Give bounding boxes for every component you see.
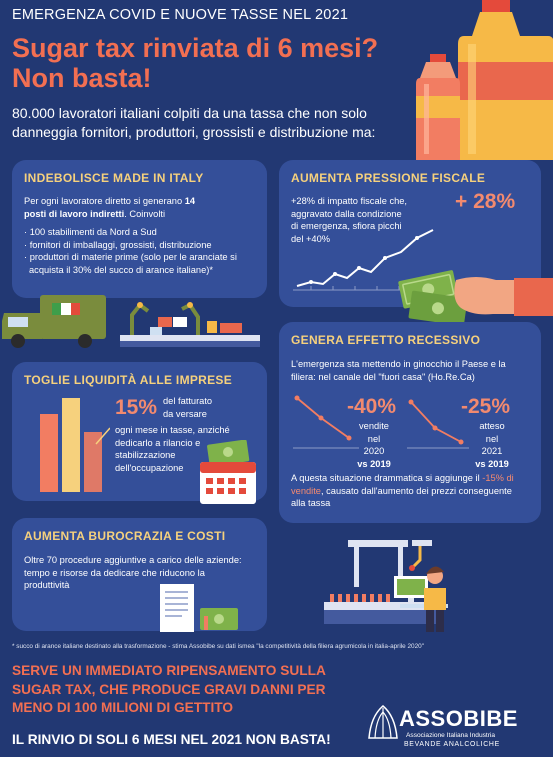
bullet-text: 100 stabilimenti da Nord a Sud — [29, 227, 157, 237]
bottles-illustration — [416, 0, 553, 160]
panel-title: AUMENTA PRESSIONE FISCALE — [291, 171, 486, 185]
stat1-label: vendite nel 2020 vs 2019 — [357, 420, 391, 470]
factory-illustration — [2, 295, 260, 348]
panel-title: GENERA EFFETTO RECESSIVO — [291, 333, 481, 347]
logo-name: ASSOBIBE — [399, 706, 518, 731]
footnote: * succo di arance italiane destinato all… — [12, 643, 424, 650]
panel-title: TOGLIE LIQUIDITÀ ALLE IMPRESE — [24, 373, 233, 387]
made-in-italy-lead: Per ogni lavoratore diretto si generano … — [24, 195, 214, 220]
closing-statement: SERVE UN IMMEDIATO RIPENSAMENTO SULLA SU… — [12, 663, 326, 715]
panel-title: AUMENTA BUROCRAZIA E COSTI — [24, 529, 226, 543]
panel-recessivo: GENERA EFFETTO RECESSIVO L'emergenza sta… — [279, 322, 541, 523]
stat2-label-line: atteso — [479, 421, 505, 431]
stat1-value: -40% — [347, 395, 397, 418]
stat1-label-line: vs 2019 — [357, 458, 391, 469]
headline-line2: Non basta! — [12, 63, 152, 93]
list-item: · produttori di materie prime (solo per … — [24, 252, 237, 275]
bottom-text-end: , causato dall'aumento dei prezzi conseg… — [291, 485, 512, 509]
decline-chart-2-icon — [407, 399, 469, 449]
headline-line1: Sugar tax rinviata di 6 mesi? — [12, 33, 379, 63]
stat1-label-line: nel 2020 — [363, 433, 385, 457]
list-item: · 100 stabilimenti da Nord a Sud — [24, 227, 157, 237]
stat2-value: -25% — [461, 395, 511, 418]
panel-made-in-italy: INDEBOLISCE MADE IN ITALY Per ogni lavor… — [12, 160, 267, 298]
lead-bold: 14 posti di lavoro indiretti — [24, 196, 196, 219]
burocrazia-text: Oltre 70 procedure aggiuntive a carico d… — [24, 555, 242, 590]
calendar-money-illustration — [200, 440, 256, 504]
bar-chart-icon — [40, 398, 110, 492]
top-label: EMERGENZA COVID E NUOVE TASSE NEL 2021 — [12, 7, 349, 23]
recessivo-text: L'emergenza sta mettendo in ginocchio il… — [291, 359, 506, 382]
stat1-label-line: vendite — [359, 421, 389, 431]
closing-tagline: IL RINVIO DI SOLI 6 MESI NEL 2021 NON BA… — [12, 732, 331, 747]
production-line-illustration — [324, 540, 448, 632]
liquidita-percent-label: del fatturato da versare — [163, 396, 213, 419]
pressione-text: +28% di impatto fiscale che, aggravato d… — [291, 196, 408, 244]
headline: Sugar tax rinviata di 6 mesi? Non basta! — [12, 33, 412, 93]
panel-pressione-fiscale: AUMENTA PRESSIONE FISCALE +28% di impatt… — [279, 160, 541, 307]
liquidita-percent: 15% — [115, 396, 158, 419]
logo-sub: Associazione Italiana Industria — [406, 732, 496, 739]
bottom-accent: -15% di vendite — [291, 473, 514, 496]
decline-chart-1-icon — [293, 395, 359, 449]
lead-text: Per ogni lavoratore diretto si generano — [24, 196, 185, 206]
assobibe-logo-icon — [368, 705, 398, 739]
stat2-label-line: vs 2019 — [475, 458, 509, 469]
logo-sub2: BEVANDE ANALCOLICHE — [404, 741, 500, 748]
stat2-label-line: nel 2021 — [481, 433, 503, 457]
lead-text-end: . Coinvolti — [124, 208, 166, 219]
stat2-label: atteso nel 2021 vs 2019 — [475, 420, 509, 470]
liquidita-text: ogni mese in tasse, anziché dedicarlo a … — [115, 425, 230, 473]
hand-money-illustration — [398, 270, 553, 326]
panel-title: INDEBOLISCE MADE IN ITALY — [24, 171, 204, 185]
bullet-list: · 100 stabilimenti da Nord a Sud · forni… — [24, 226, 256, 276]
pressione-big-value: + 28% — [455, 190, 516, 213]
documents-illustration — [160, 584, 238, 632]
bullet-text: produttori di materie prime (solo per le… — [29, 252, 237, 275]
list-item: · fornitori di imballaggi, grossisti, di… — [24, 239, 212, 250]
bottom-text: A questa situazione drammatica si aggiun… — [291, 473, 483, 483]
intro-text: 80.000 lavoratori italiani colpiti da un… — [12, 105, 376, 140]
recessivo-bottom-text: A questa situazione drammatica si aggiun… — [291, 472, 527, 510]
bullet-text: fornitori di imballaggi, grossisti, dist… — [29, 239, 212, 250]
